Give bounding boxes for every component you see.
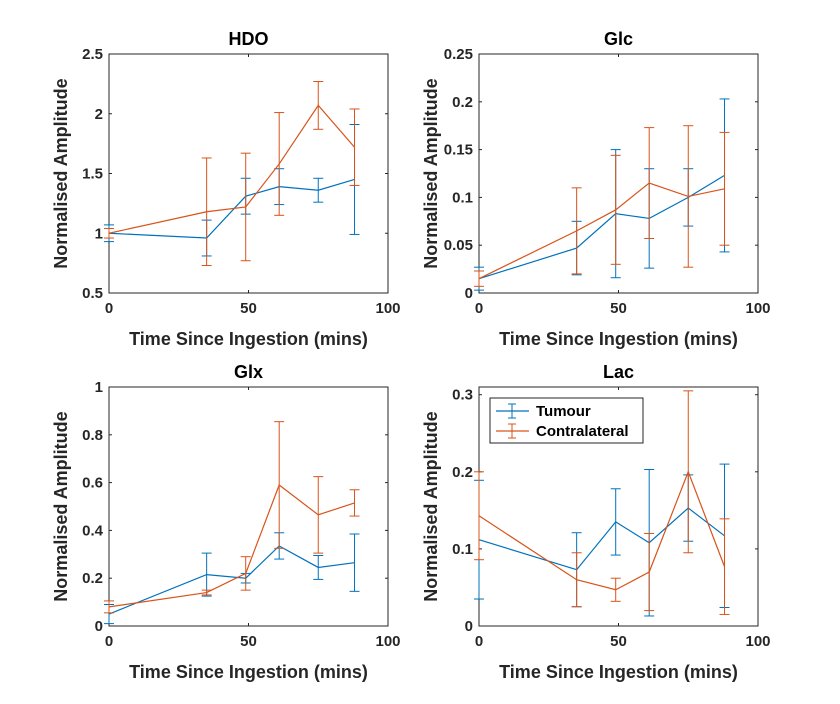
legend-label-contralateral: Contralateral xyxy=(536,423,629,440)
chart-title: Glx xyxy=(234,362,263,382)
chart-panel-lac: 0 50 100 0 0.1 0.2 0.3 Lac Time Since Ingestion … xyxy=(421,362,771,682)
y-tick-label: 0.05 xyxy=(444,237,473,254)
y-tick-label: 1 xyxy=(95,379,103,396)
error-bar xyxy=(644,532,655,612)
error-bar xyxy=(201,157,212,267)
chart-panel-glx: 0 50 100 0 0.2 0.4 0.6 0.8 1 Glx Time Since Ingest… xyxy=(51,362,401,682)
error-bar xyxy=(610,488,621,556)
y-tick-label: 2 xyxy=(95,106,103,123)
x-tick-label: 100 xyxy=(375,633,400,650)
chart-title: Glc xyxy=(604,29,633,49)
error-bar xyxy=(474,471,484,561)
error-bar xyxy=(313,554,324,580)
error-bar xyxy=(719,131,730,246)
series-line-contralateral xyxy=(478,470,726,591)
series-line-contralateral xyxy=(108,104,355,234)
y-tick-label: 0.5 xyxy=(82,285,103,302)
error-bar xyxy=(683,390,694,554)
plot-area xyxy=(478,53,759,294)
error-bar xyxy=(349,489,360,517)
x-tick-label: 0 xyxy=(475,633,483,650)
error-bar xyxy=(313,177,324,203)
x-axis-label: Time Since Ingestion (mins) xyxy=(129,329,368,349)
series-line-tumour xyxy=(108,178,355,239)
x-tick-label: 50 xyxy=(240,633,257,650)
error-bar xyxy=(571,187,582,275)
legend-box xyxy=(489,397,644,444)
chart-title: HDO xyxy=(229,29,269,49)
y-tick-label: 0.15 xyxy=(444,142,473,159)
series-line-contralateral xyxy=(108,484,355,608)
series-contralateral xyxy=(474,390,730,615)
x-tick-label: 0 xyxy=(105,633,113,650)
y-tick-label: 1 xyxy=(95,225,103,242)
chart-panel-glc: 0 50 100 0 0.05 0.1 0.15 0.2 0.25 Glc Time Since I… xyxy=(421,29,771,349)
y-tick-label: 0.1 xyxy=(452,541,473,558)
error-bar xyxy=(201,589,212,596)
y-tick-label: 0.8 xyxy=(82,427,103,444)
error-bar xyxy=(313,476,324,554)
x-axis-label: Time Since Ingestion (mins) xyxy=(499,329,738,349)
series-contralateral xyxy=(104,80,360,267)
series-line-tumour xyxy=(108,545,355,615)
series-line-contralateral xyxy=(478,182,725,280)
error-bar xyxy=(644,127,655,240)
plot-area xyxy=(108,53,389,294)
error-bar xyxy=(349,533,360,592)
error-bar xyxy=(240,556,251,591)
series-line-tumour xyxy=(478,174,725,280)
y-tick-label: 0.3 xyxy=(452,387,473,404)
error-bar xyxy=(719,518,730,615)
y-tick-label: 0 xyxy=(465,285,473,302)
error-bar xyxy=(240,152,251,262)
y-tick-label: 0.4 xyxy=(82,522,104,539)
plot-area xyxy=(108,386,389,627)
y-tick-label: 1.5 xyxy=(82,166,103,183)
y-axis-label: Normalised Amplitude xyxy=(421,78,441,268)
y-tick-label: 0 xyxy=(95,618,103,635)
x-tick-label: 50 xyxy=(610,633,627,650)
error-bar xyxy=(104,227,114,239)
error-bar xyxy=(104,600,114,614)
x-tick-label: 50 xyxy=(610,300,627,317)
chart-title: Lac xyxy=(603,362,634,382)
error-bar xyxy=(474,270,484,287)
error-bar xyxy=(571,552,582,608)
y-axis-label: Normalised Amplitude xyxy=(51,78,71,268)
series-line-tumour xyxy=(478,507,725,571)
x-axis-label: Time Since Ingestion (mins) xyxy=(129,662,368,682)
legend: Tumour Contralateral xyxy=(489,397,644,444)
error-bar xyxy=(274,421,285,549)
error-bar xyxy=(313,80,324,130)
series-contralateral xyxy=(474,125,730,287)
y-tick-label: 0.2 xyxy=(452,464,473,481)
y-tick-label: 2.5 xyxy=(82,46,103,63)
y-axis-label: Normalised Amplitude xyxy=(51,411,71,601)
y-tick-label: 0.2 xyxy=(82,570,103,587)
y-tick-label: 0.2 xyxy=(452,94,473,111)
series-contralateral xyxy=(104,421,360,614)
x-tick-label: 100 xyxy=(745,633,770,650)
error-bar xyxy=(683,125,694,268)
chart-panel-hdo: 0 50 100 0.5 1 1.5 2 2.5 HDO Time Since Ingestion… xyxy=(51,29,401,349)
y-tick-label: 0.1 xyxy=(452,189,473,206)
error-bar xyxy=(201,552,212,597)
y-axis-label: Normalised Amplitude xyxy=(421,411,441,601)
error-bar xyxy=(610,154,621,265)
y-tick-label: 0 xyxy=(465,618,473,635)
x-tick-label: 50 xyxy=(240,300,257,317)
x-tick-label: 100 xyxy=(375,300,400,317)
error-bar xyxy=(274,112,285,216)
x-tick-label: 0 xyxy=(105,300,113,317)
x-tick-label: 100 xyxy=(745,300,770,317)
legend-label-tumour: Tumour xyxy=(536,403,591,420)
y-tick-label: 0.25 xyxy=(444,46,473,63)
x-tick-label: 0 xyxy=(475,300,483,317)
y-tick-label: 0.6 xyxy=(82,475,103,492)
x-axis-label: Time Since Ingestion (mins) xyxy=(499,662,738,682)
error-bar xyxy=(349,108,360,186)
error-bar xyxy=(610,577,621,602)
